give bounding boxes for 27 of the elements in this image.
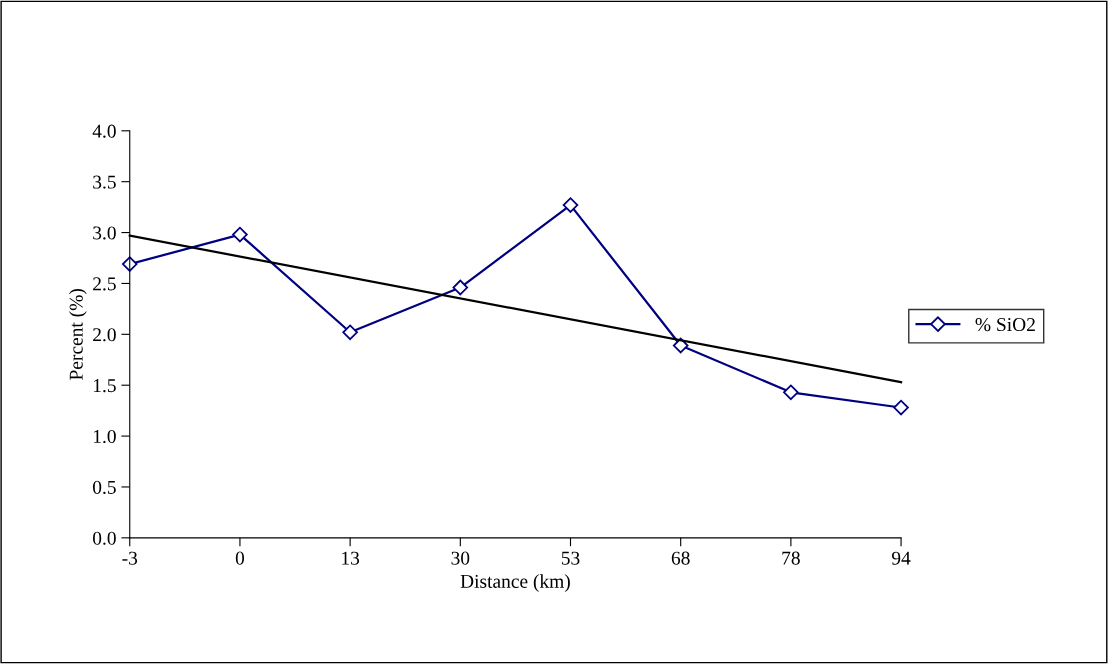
x-tick-label: -3 <box>122 551 138 565</box>
y-tick-label: 1.0 <box>93 429 116 444</box>
y-tick-label: 0.5 <box>92 480 116 494</box>
x-tick-label: 94 <box>891 551 911 565</box>
y-tick-label: 4.0 <box>92 124 116 138</box>
point <box>562 197 579 213</box>
y-tick-label: 2.0 <box>93 328 116 342</box>
point <box>893 399 909 416</box>
y-tick-label: 3.0 <box>93 226 116 240</box>
x-tick-label: 0 <box>235 551 245 565</box>
x-tick-label: 68 <box>671 551 690 565</box>
y-tick-label: 2.5 <box>93 277 116 291</box>
y-tick-label: 1.5 <box>93 379 116 393</box>
x-tick-label: 13 <box>342 551 360 565</box>
y-tick-label: 3.5 <box>93 175 116 189</box>
point <box>121 256 138 272</box>
y-axis-title: Percent (%) <box>69 289 87 380</box>
x-tick-label: 53 <box>561 551 580 565</box>
point <box>783 384 799 401</box>
x-tick-label: 78 <box>782 551 800 565</box>
point <box>232 226 248 243</box>
y-tick-label: 0.0 <box>92 531 116 545</box>
point <box>452 279 469 296</box>
point <box>342 324 358 341</box>
legend-label: % SiO2 <box>975 317 1035 332</box>
x-tick-label: 30 <box>451 551 470 565</box>
x-axis-title: Distance (km) <box>460 574 570 592</box>
